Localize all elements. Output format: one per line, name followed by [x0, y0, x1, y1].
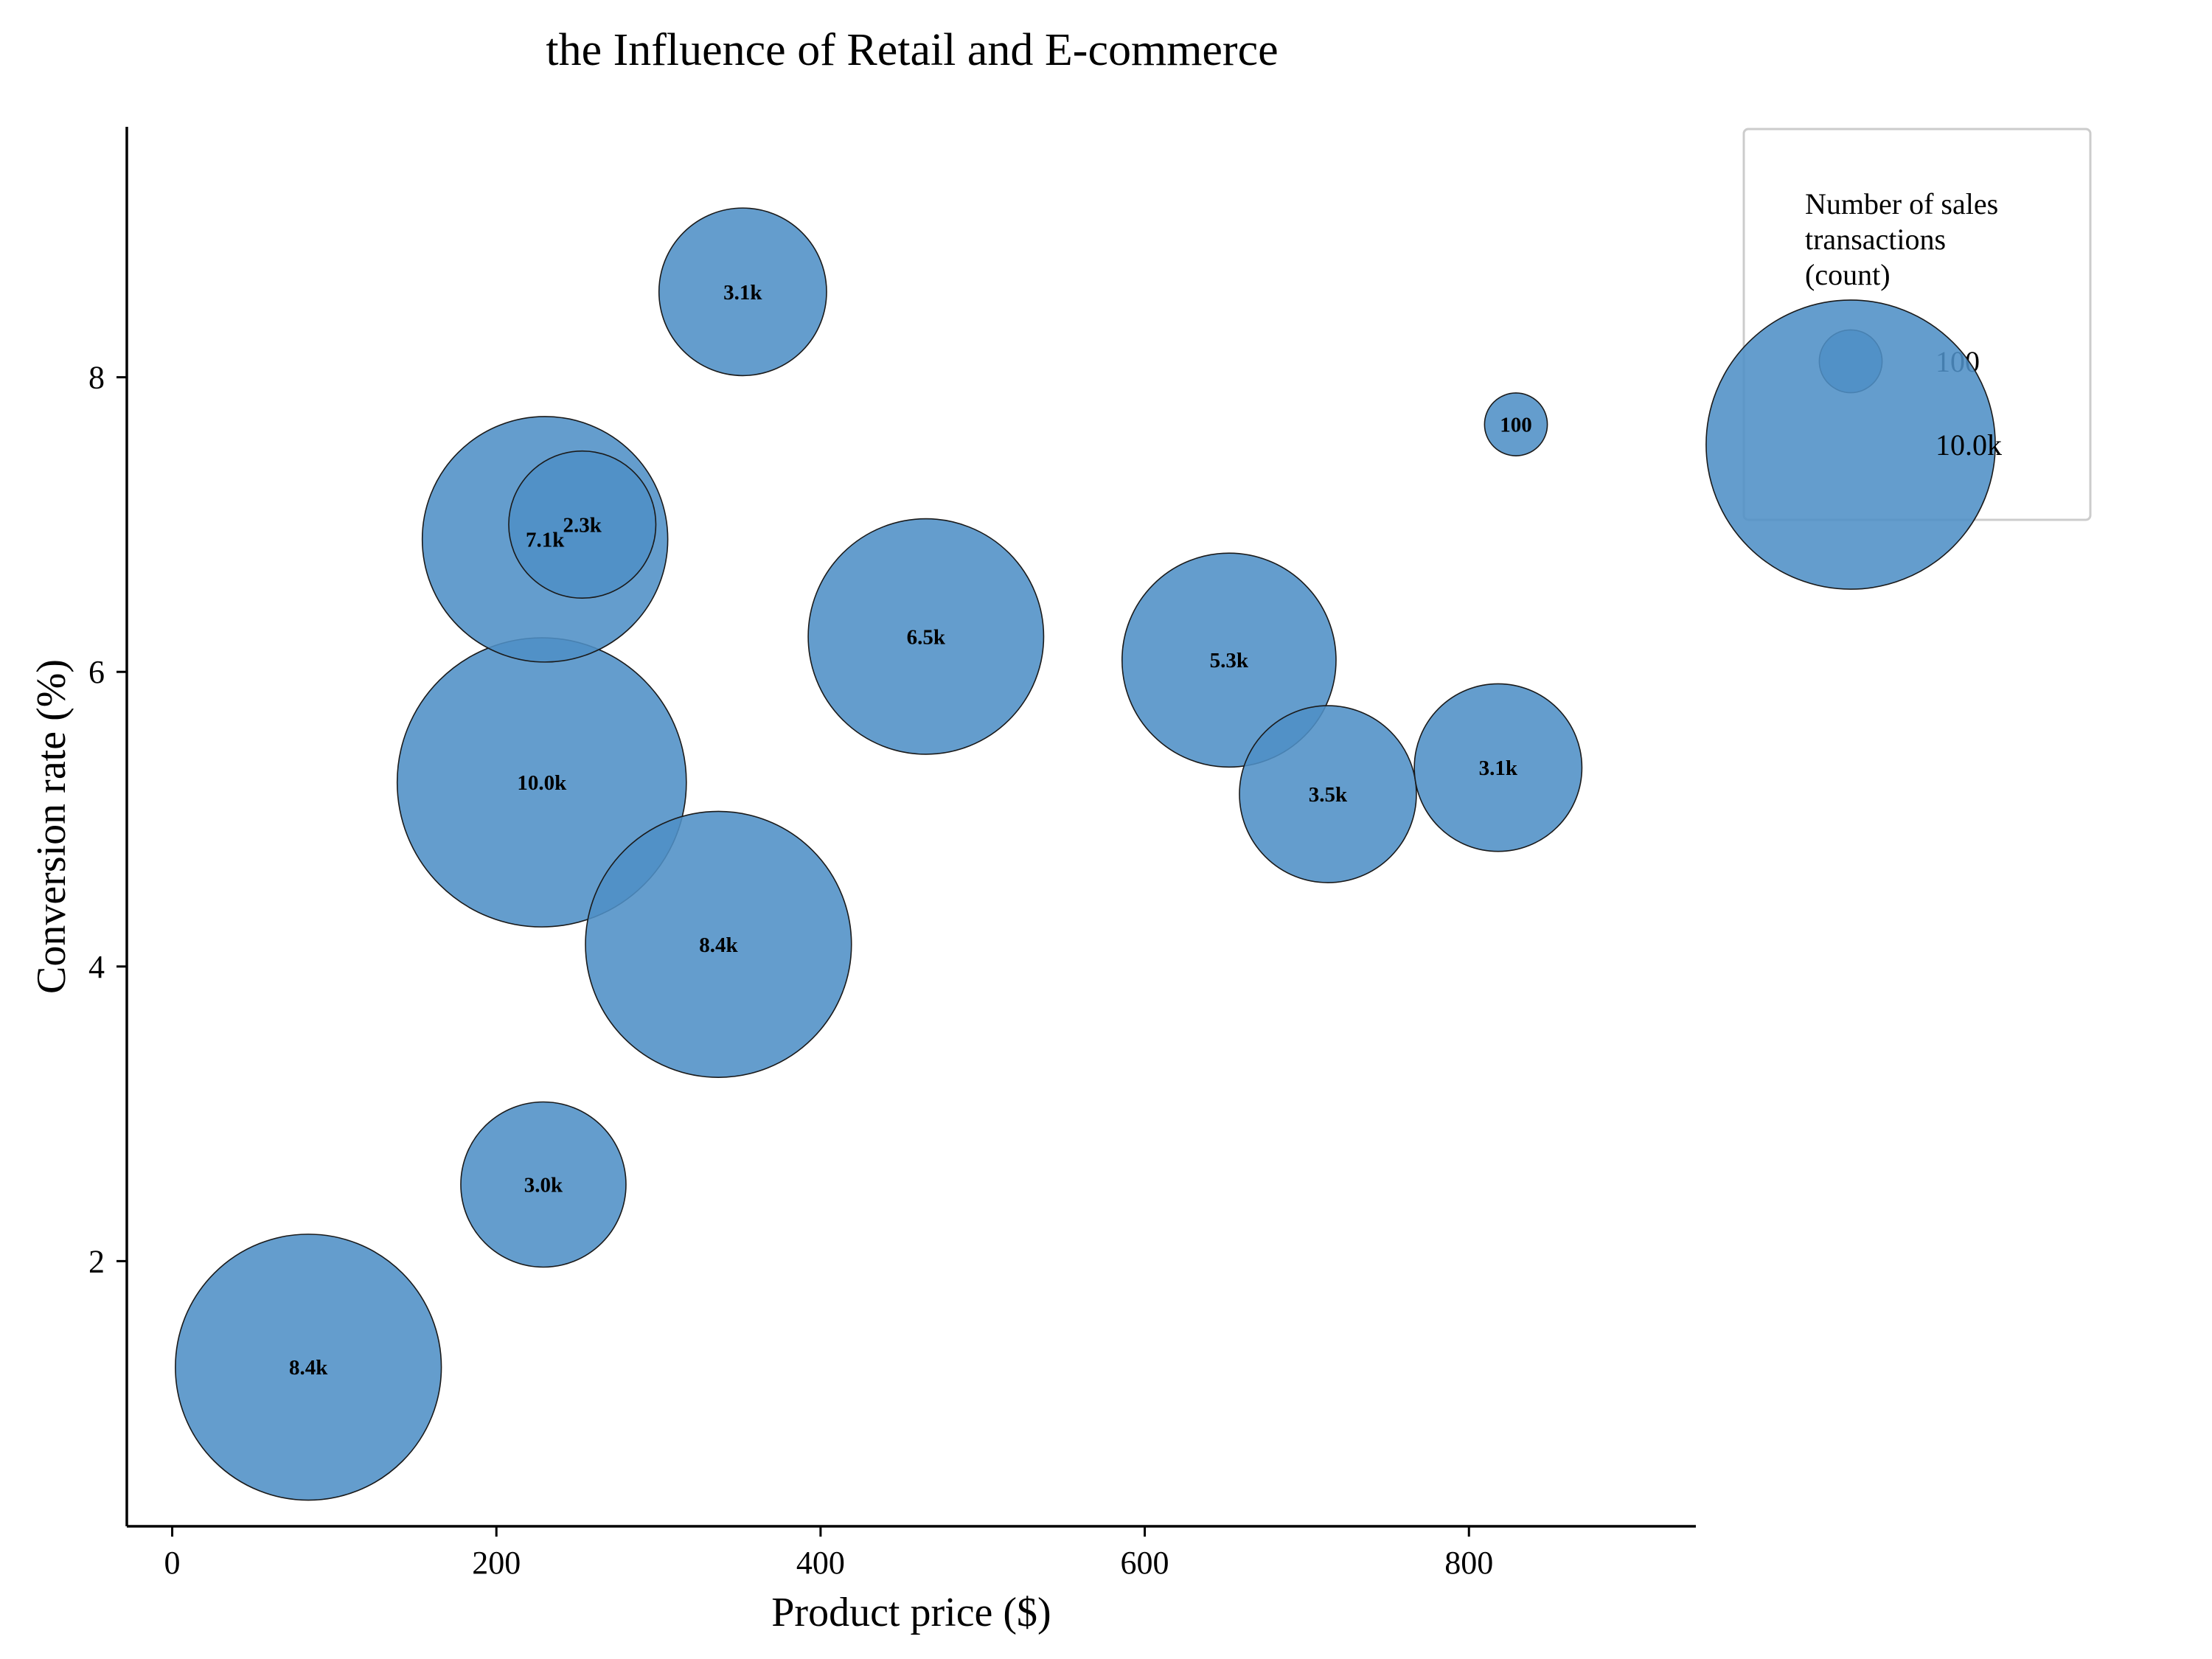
x-tick-label: 400: [796, 1545, 845, 1581]
bubble-point: [1484, 392, 1548, 456]
bubble-label: 3.5k: [1309, 783, 1348, 807]
x-axis-title: Product price ($): [771, 1590, 1051, 1635]
x-tick-label: 200: [472, 1545, 521, 1581]
bubble-label: 8.4k: [289, 1356, 328, 1380]
y-axis-title: Conversion rate (%): [29, 659, 74, 994]
bubble-point: [658, 207, 827, 377]
bubble-point: [1413, 683, 1583, 852]
bubble-point: [175, 1234, 442, 1501]
y-tick-label: 6: [88, 654, 105, 690]
y-tick-label: 8: [88, 360, 105, 396]
bubble-point: [460, 1101, 627, 1268]
y-tick-label: 4: [88, 949, 105, 985]
x-tick-label: 600: [1121, 1545, 1169, 1581]
chart-title: the Influence of Retail and E-commerce: [546, 25, 1278, 75]
bubble-label: 100: [1500, 414, 1532, 437]
bubble-point: [1121, 552, 1337, 768]
bubble-label: 8.4k: [699, 933, 738, 957]
legend-bubble: [1705, 299, 1996, 590]
x-tick-label: 800: [1444, 1545, 1493, 1581]
bubble-point: [508, 450, 657, 599]
bubble-point: [807, 518, 1045, 755]
x-tick-label: 0: [164, 1545, 181, 1581]
y-tick-label: 2: [88, 1243, 105, 1279]
legend-title: (count): [1805, 258, 1891, 291]
bubble-label: 7.1k: [526, 528, 565, 552]
legend-label: 10.0k: [1935, 428, 2002, 462]
bubble-label: 3.1k: [723, 281, 762, 305]
bubble-label: 10.0k: [517, 771, 567, 795]
legend-title: Number of sales: [1805, 187, 1998, 220]
bubble-label: 3.0k: [524, 1173, 563, 1197]
bubble-point: [1239, 705, 1417, 883]
bubble-label: 6.5k: [907, 625, 946, 649]
bubble-label: 2.3k: [563, 513, 602, 537]
bubble-point: [585, 810, 852, 1078]
bubble-label: 3.1k: [1479, 757, 1518, 780]
bubble-label: 5.3k: [1210, 649, 1249, 672]
legend-title: transactions: [1805, 223, 1946, 256]
